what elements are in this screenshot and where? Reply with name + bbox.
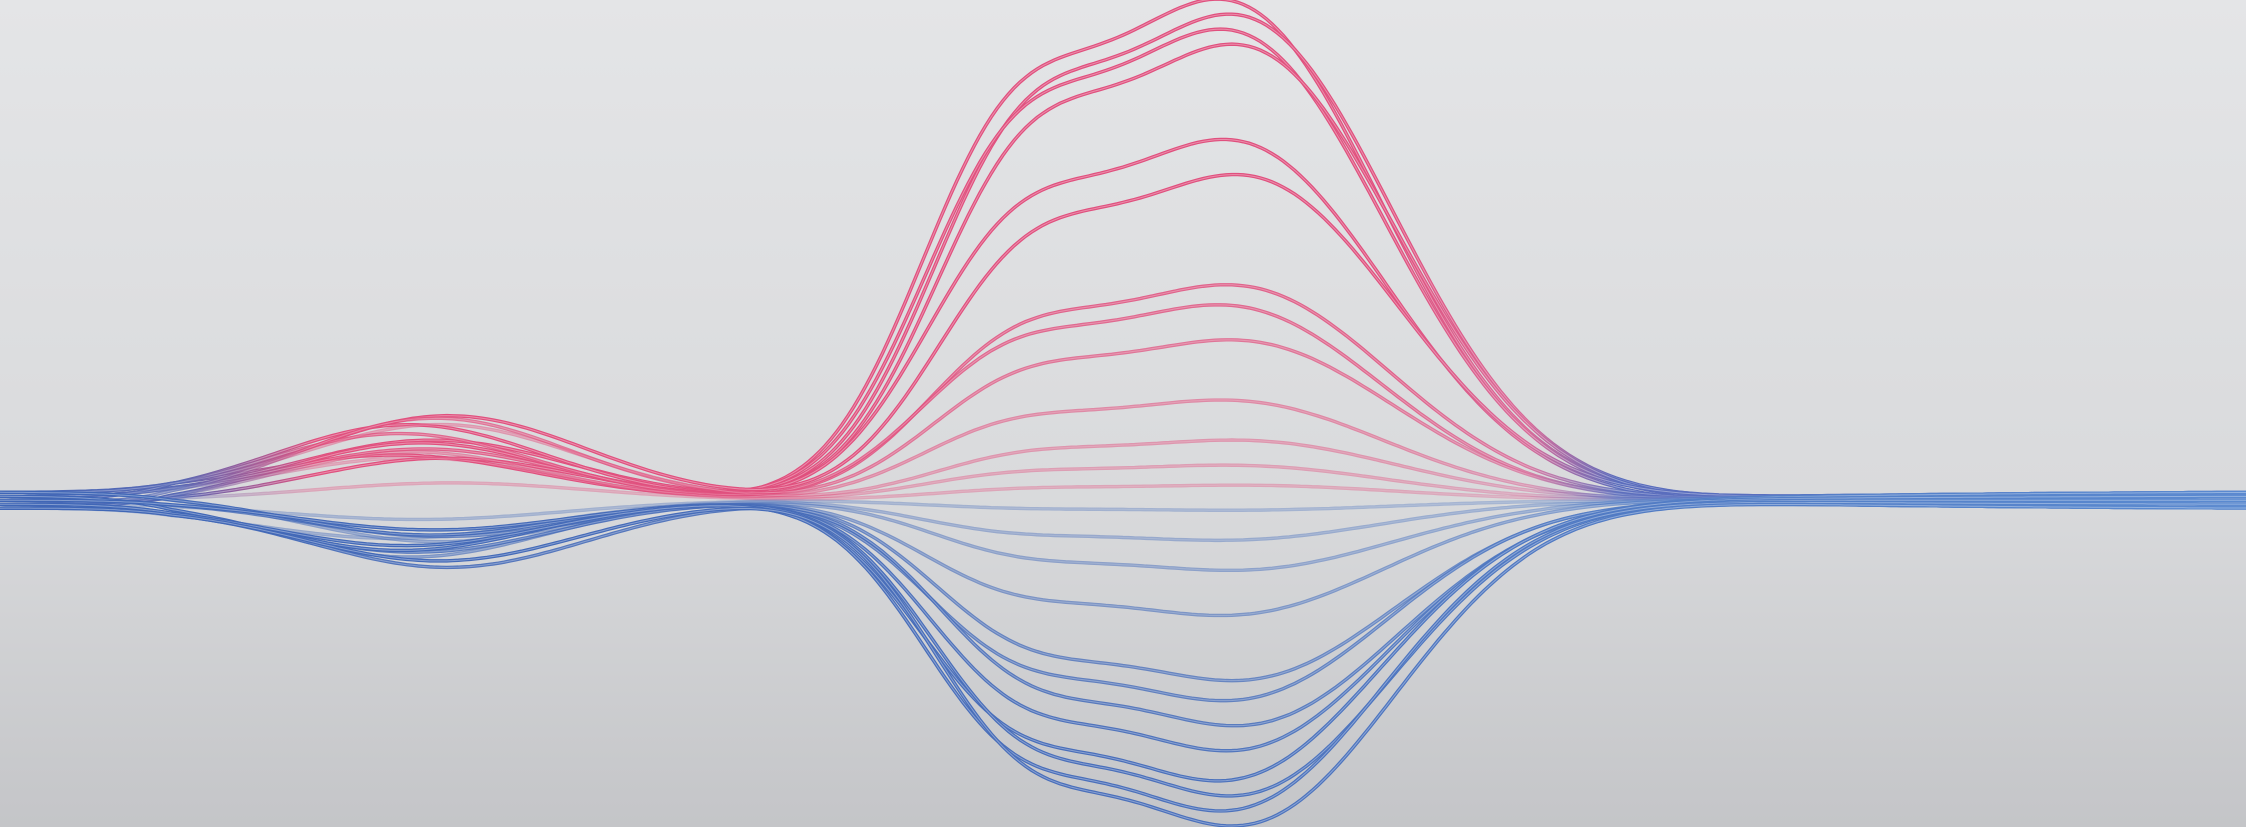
wave-highlight [0,491,2246,752]
wave-line [0,502,2246,827]
wave-highlight [0,504,2246,827]
wave-line [0,498,2246,798]
wave-line [0,494,2246,783]
wave-line [0,500,2246,813]
wave-line [0,490,2246,753]
wave-highlight [0,502,2246,812]
wave-highlight [0,499,2246,797]
wave-highlight [0,495,2246,782]
